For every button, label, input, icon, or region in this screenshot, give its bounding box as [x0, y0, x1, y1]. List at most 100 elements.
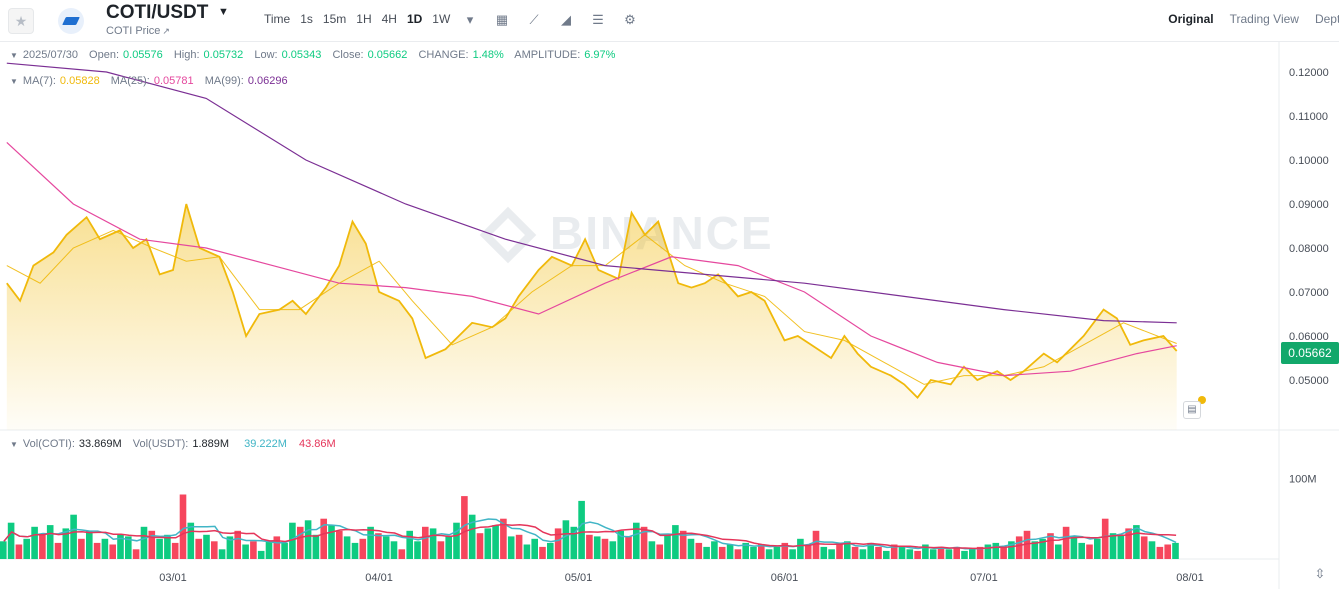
interval-1s[interactable]: 1s — [300, 12, 313, 26]
interval-time[interactable]: Time — [264, 12, 291, 26]
volume-bar — [1156, 546, 1164, 559]
price-line — [6, 203, 1178, 399]
notification-dot — [1198, 396, 1206, 404]
tab-trading-view[interactable]: Trading View — [1229, 12, 1299, 26]
volume-bar — [507, 536, 515, 559]
collapse-chevron-icon[interactable]: ▼ — [10, 440, 18, 449]
interval-15m[interactable]: 15m — [322, 12, 347, 26]
volume-bar — [828, 549, 835, 559]
chart-type-icon[interactable]: ◢ — [561, 12, 571, 27]
volume-bar — [742, 542, 749, 559]
collapse-chevron-icon[interactable]: ▼ — [10, 51, 18, 60]
time-tick-label: 08/01 — [1176, 572, 1204, 584]
volume-bar — [695, 542, 703, 559]
tab-depth[interactable]: Depth — [1314, 12, 1339, 26]
collapse-chevron-icon[interactable]: ▼ — [10, 77, 18, 86]
calendar-icon[interactable]: ▦ — [495, 12, 509, 27]
volume-bar — [523, 544, 531, 559]
volume-bar — [1117, 534, 1125, 559]
ma7-value: 0.05828 — [59, 75, 100, 87]
volume-bar — [234, 530, 241, 559]
volume-bar — [117, 534, 124, 559]
volume-bar — [648, 541, 656, 559]
volume-bar — [672, 525, 679, 559]
volume-bar — [195, 538, 202, 559]
volume-bar — [961, 550, 968, 559]
chevron-down-icon[interactable]: ▼ — [218, 6, 229, 18]
volume-bar — [976, 546, 984, 559]
ma25-line — [6, 141, 1177, 377]
volume-bar — [343, 536, 351, 559]
volume-bar — [422, 526, 429, 560]
volume-bar — [492, 525, 499, 559]
vol-coti-value: 33.869M — [78, 438, 122, 450]
volume-bar — [797, 538, 804, 559]
volume-bar — [336, 530, 343, 559]
time-tick-label: 05/01 — [565, 572, 593, 584]
volume-bar — [203, 534, 210, 559]
volume-bar — [367, 526, 374, 560]
more-intervals-chevron-icon[interactable]: ▾ — [466, 12, 474, 27]
volume-bar — [734, 549, 742, 559]
volume-bar — [984, 544, 992, 559]
interval-1d[interactable]: 1D — [406, 12, 423, 26]
ohlc-date: 2025/07/30 — [22, 49, 78, 61]
volume-bar — [875, 546, 882, 559]
volume-bar — [781, 542, 789, 559]
volume-bar — [562, 520, 570, 559]
vol-ma1-value: 39.222M — [244, 438, 287, 450]
volume-bar — [86, 530, 93, 559]
volume-bar — [789, 549, 796, 559]
price-tick-label: 0.10000 — [1289, 155, 1329, 167]
volume-bar — [1000, 546, 1007, 559]
last-price-badge: 0.05662 — [1281, 342, 1339, 364]
low-label: Low: — [254, 49, 278, 61]
pair-title[interactable]: COTI/USDT — [106, 2, 209, 23]
volume-bar — [70, 514, 77, 559]
price-tick-label: 0.09000 — [1289, 199, 1329, 211]
interval-1h[interactable]: 1H — [356, 12, 372, 26]
open-value: 0.05576 — [123, 49, 163, 61]
price-link-label: COTI Price — [106, 25, 161, 37]
ma25-label: MA(25): — [110, 75, 150, 87]
volume-bar — [242, 544, 249, 559]
volume-bar — [281, 542, 288, 559]
volume-bar — [1094, 538, 1101, 559]
reset-scale-icon[interactable]: ⇳ — [1314, 566, 1326, 581]
volume-bar — [437, 541, 445, 559]
volume-bar — [1109, 533, 1117, 559]
volume-bar — [539, 546, 546, 559]
volume-bar — [679, 530, 687, 559]
volume-bar — [765, 549, 773, 559]
volume-bar — [257, 550, 265, 559]
volume-bar — [703, 546, 710, 559]
interval-1w[interactable]: 1W — [432, 12, 451, 26]
amplitude-label: AMPLITUDE: — [514, 49, 581, 61]
volume-bar — [1015, 536, 1023, 559]
volume-bar — [476, 533, 484, 559]
volume-bar — [312, 534, 320, 559]
interval-4h[interactable]: 4H — [381, 12, 397, 26]
settings-list-icon[interactable]: ☰ — [592, 12, 604, 27]
ma7-label: MA(7): — [22, 75, 56, 87]
volume-bar — [211, 541, 218, 559]
open-label: Open: — [89, 49, 120, 61]
volume-bar — [1008, 541, 1015, 559]
indicator-icon[interactable]: ⟋ — [529, 12, 539, 27]
favorite-star-icon[interactable]: ★ — [8, 8, 34, 34]
volume-bar — [633, 522, 640, 559]
volume-bar — [883, 550, 890, 559]
note-icon[interactable]: ▤ — [1183, 401, 1201, 419]
volume-bar — [54, 542, 62, 559]
volume-bar — [586, 534, 593, 559]
volume-bar — [547, 542, 554, 559]
price-link[interactable]: COTI Price ↗ — [106, 25, 170, 37]
tab-original[interactable]: Original — [1168, 12, 1214, 26]
volume-bar — [867, 542, 874, 559]
gear-icon[interactable]: ⚙ — [624, 12, 636, 27]
price-tick-label: 0.08000 — [1289, 243, 1329, 255]
volume-bar — [0, 541, 7, 559]
volume-bar — [132, 549, 140, 559]
price-tick-label: 0.06000 — [1289, 331, 1329, 343]
